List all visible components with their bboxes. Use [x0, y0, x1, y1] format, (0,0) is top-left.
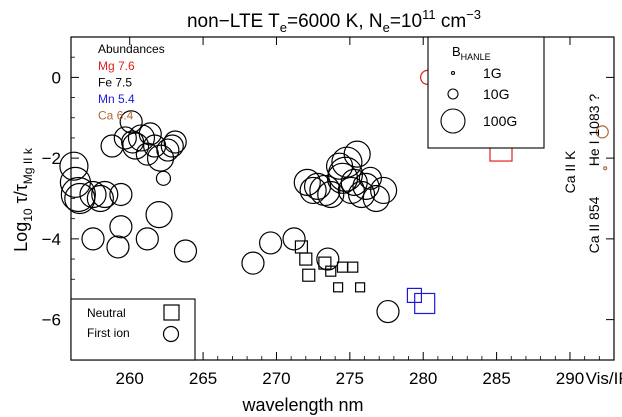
- x-axis-label: wavelength nm: [241, 395, 363, 415]
- data-point-fe-circle: [293, 168, 321, 196]
- hanle-size-label: 1G: [483, 65, 502, 81]
- data-marks: [59, 69, 609, 324]
- first-ion-circle-icon: [162, 325, 180, 343]
- data-point-fe-square: [302, 268, 316, 282]
- data-point-fe-square: [299, 252, 313, 266]
- data-point-fe-circle: [369, 176, 398, 205]
- abundance-legend: Abundances Mg 7.6 Fe 7.5 Mn 5.4 Ca 6.4: [98, 42, 165, 123]
- x-tick-label: 285: [482, 369, 510, 388]
- data-point-fe-square: [332, 282, 344, 293]
- data-point-fe-circle: [81, 227, 105, 251]
- hanle-size-marker: [447, 88, 459, 100]
- data-point-fe-circle: [145, 201, 173, 229]
- data-point-fe-circle: [119, 110, 143, 134]
- y-tick-label: −2: [42, 149, 61, 168]
- data-point-fe-square: [347, 261, 359, 273]
- hanle-legend: BHANLE 1G 10G 100G: [427, 36, 545, 149]
- data-point-fe-circle: [91, 180, 119, 209]
- data-point-fe-circle: [127, 124, 156, 152]
- abundance-item: Mn 5.4: [98, 92, 135, 106]
- data-point-fe-circle: [331, 146, 363, 178]
- data-point-fe-square: [355, 282, 366, 293]
- neutral-square-icon: [163, 304, 180, 321]
- right-line-labels: Ca II K Ca II 854 He I 1083 ?: [562, 94, 602, 254]
- x-tick-label: 270: [262, 369, 290, 388]
- data-point-ca-circle: [603, 166, 608, 171]
- data-point-fe-square: [318, 256, 332, 270]
- data-point-fe-circle: [362, 184, 390, 213]
- data-point-fe-circle: [113, 126, 137, 150]
- data-point-fe-circle: [60, 176, 96, 213]
- data-point-fe-circle: [303, 172, 332, 200]
- right-line-label: Ca II K: [562, 150, 578, 193]
- data-point-fe-circle: [79, 180, 107, 209]
- data-point-fe-circle: [376, 299, 400, 324]
- data-point-fe-circle: [106, 235, 130, 259]
- data-point-fe-circle: [352, 172, 380, 200]
- shape-legend-label: Neutral: [87, 306, 126, 320]
- data-point-fe-circle: [173, 239, 198, 263]
- y-tick-label: 0: [52, 68, 61, 87]
- hanle-size-label: 10G: [483, 86, 509, 102]
- data-point-fe-square: [325, 265, 337, 277]
- abundance-item: Fe 7.5: [98, 76, 132, 90]
- y-tick-label: −6: [42, 311, 61, 330]
- data-point-fe-circle: [343, 140, 371, 168]
- data-point-fe-circle: [282, 227, 306, 251]
- data-point-fe-circle: [109, 182, 133, 207]
- data-point-fe-circle: [156, 138, 180, 162]
- y-axis-label: Log10 τ/τMg II k: [11, 147, 35, 252]
- data-point-fe-circle: [309, 174, 341, 207]
- x-tick-label: 290: [556, 369, 584, 388]
- data-point-fe-circle: [326, 162, 359, 194]
- data-point-fe-square: [336, 261, 349, 273]
- shape-legend: Neutral First ion: [70, 298, 196, 361]
- data-point-fe-circle: [109, 215, 133, 239]
- data-point-fe-circle: [241, 251, 265, 275]
- hanle-size-label: 100G: [483, 113, 517, 129]
- chart-title: non−LTE Te=6000 K, Ne=1011 cm−3: [187, 7, 481, 35]
- data-point-fe-circle: [258, 231, 283, 255]
- data-point-fe-circle: [86, 184, 114, 213]
- data-point-fe-circle: [135, 142, 159, 166]
- hanle-size-marker: [440, 108, 466, 134]
- data-point-fe-circle: [163, 130, 187, 154]
- hanle-legend-box: [427, 36, 545, 149]
- data-point-fe-circle: [347, 180, 376, 209]
- x-tick-label: 275: [336, 369, 364, 388]
- x-extra-label: Vis/IR: [586, 369, 622, 388]
- data-point-fe-circle: [316, 247, 340, 271]
- x-tick-label: 280: [409, 369, 437, 388]
- hanle-legend-title: BHANLE: [452, 44, 491, 62]
- x-tick-label: 260: [116, 369, 144, 388]
- x-tick-label: 265: [189, 369, 217, 388]
- shape-legend-box: [70, 298, 196, 361]
- data-point-fe-circle: [100, 134, 124, 158]
- abundance-header: Abundances: [98, 42, 165, 56]
- data-point-fe-circle: [138, 122, 162, 146]
- data-point-fe-circle: [64, 182, 96, 215]
- data-point-fe-circle: [155, 170, 172, 186]
- data-point-fe-circle: [160, 134, 184, 158]
- hanle-size-marker: [450, 70, 456, 76]
- abundance-item: Mg 7.6: [98, 59, 135, 73]
- data-point-mn-square: [414, 292, 436, 315]
- right-line-label: Ca II 854: [586, 196, 602, 253]
- shape-legend-label: First ion: [87, 326, 130, 340]
- data-point-fe-circle: [135, 227, 159, 251]
- data-point-fe-circle: [59, 151, 89, 181]
- data-point-fe-circle: [299, 176, 327, 205]
- right-line-label: He I 1083 ?: [586, 94, 602, 167]
- data-point-fe-circle: [121, 132, 150, 160]
- y-tick-label: −4: [42, 230, 61, 249]
- data-point-fe-circle: [59, 166, 92, 198]
- data-point-ca-circle: [595, 125, 609, 139]
- abundance-item: Ca 6.4: [98, 109, 134, 123]
- data-point-fe-circle: [146, 144, 175, 172]
- data-point-fe-circle: [317, 180, 345, 209]
